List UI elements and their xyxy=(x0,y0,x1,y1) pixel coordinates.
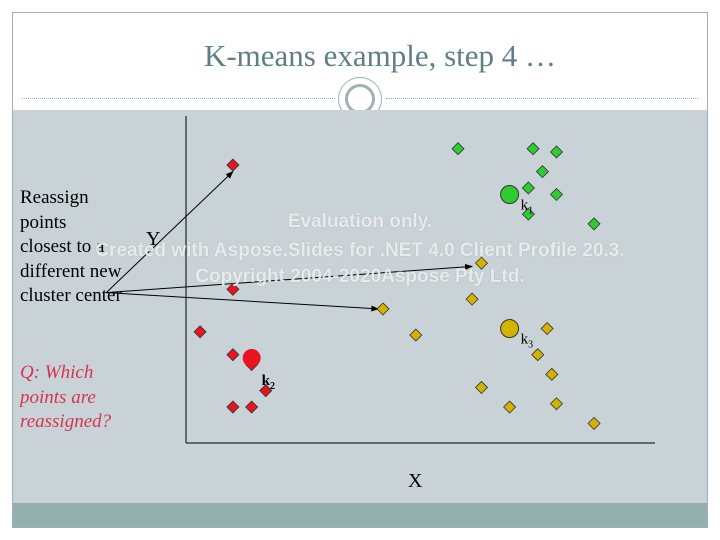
body-text: Reassign points closest to a different n… xyxy=(20,187,122,306)
content-area xyxy=(13,110,707,503)
yellow-point-8 xyxy=(474,380,489,394)
title-divider-right xyxy=(386,98,698,99)
watermark-line-3: Copyright 2004-2020Aspose Pty Ltd. xyxy=(195,266,525,287)
reassign-arrow-3 xyxy=(106,292,380,312)
center-k1 xyxy=(500,184,520,204)
green-point-1 xyxy=(451,142,465,156)
yellow-point-2 xyxy=(465,292,479,306)
yellow-point-4 xyxy=(409,328,423,342)
x-axis-label: X xyxy=(408,470,423,492)
red-point-2 xyxy=(226,282,240,296)
center-k2 xyxy=(242,348,261,367)
green-point-3 xyxy=(549,145,564,159)
green-point-6 xyxy=(549,187,564,202)
points-layer xyxy=(193,142,601,430)
green-point-2 xyxy=(526,142,540,156)
center-label-k3: k3 xyxy=(521,332,534,351)
yellow-point-6 xyxy=(531,348,545,362)
red-point-8 xyxy=(245,400,259,414)
y-axis-label: Y xyxy=(146,228,160,250)
page-title: K-means example, step 4 … xyxy=(203,38,557,73)
watermark-line-1: Evaluation only. xyxy=(287,211,433,232)
center-k3 xyxy=(500,319,520,339)
yellow-point-5 xyxy=(540,321,554,336)
yellow-point-7 xyxy=(545,367,559,381)
red-point-6 xyxy=(259,384,273,398)
reassign-arrow-2 xyxy=(106,263,474,294)
green-point-4 xyxy=(535,165,550,179)
yellow-point-1 xyxy=(474,256,489,270)
yellow-point-9 xyxy=(503,400,517,414)
reassign-arrow-1 xyxy=(105,170,234,293)
yellow-point-10 xyxy=(549,397,564,411)
red-point-3 xyxy=(193,325,207,339)
green-point-8 xyxy=(587,217,601,231)
red-point-4 xyxy=(226,348,240,362)
question-text: Q: Which points are reassigned? xyxy=(20,362,112,432)
green-point-5 xyxy=(521,181,535,195)
yellow-point-3 xyxy=(376,302,390,316)
green-point-7 xyxy=(521,207,535,221)
red-point-1 xyxy=(226,158,240,172)
watermark-line-2: Created with Aspose.Slides for .NET 4.0 … xyxy=(95,240,625,261)
arrows-layer xyxy=(105,170,474,312)
red-point-7 xyxy=(226,400,240,414)
bottom-bar xyxy=(13,503,707,527)
yellow-point-11 xyxy=(587,416,601,430)
title-divider-left xyxy=(22,98,335,99)
